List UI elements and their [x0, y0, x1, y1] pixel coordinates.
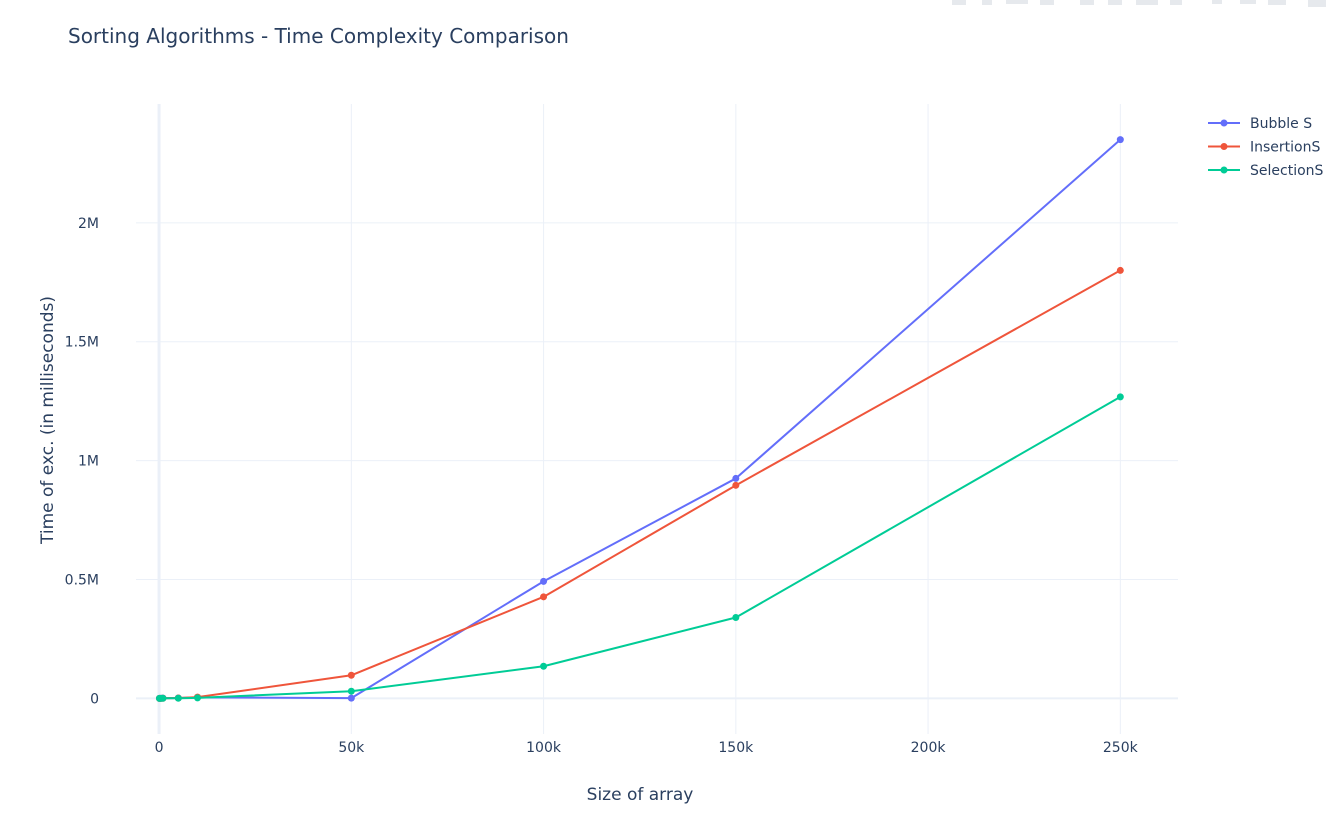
y-tick-label: 1M: [78, 454, 99, 470]
y-tick-label: 0.5M: [65, 572, 99, 588]
x-gridlines: [350, 104, 1121, 734]
data-point[interactable]: [347, 671, 355, 679]
series-line: [159, 396, 1121, 700]
data-point[interactable]: [347, 694, 355, 702]
series-line: [159, 269, 1121, 700]
y-tick-label: 0: [90, 691, 99, 707]
pan-icon[interactable]: [982, 0, 992, 5]
data-point[interactable]: [194, 694, 202, 702]
reset-axes-icon[interactable]: [1170, 0, 1182, 5]
data-point[interactable]: [1116, 393, 1124, 401]
x-tick-label: 250k: [1103, 740, 1139, 756]
hover-closest-icon[interactable]: [1240, 0, 1256, 4]
x-tick-label: 200k: [911, 740, 947, 756]
zoom-in-icon[interactable]: [1080, 0, 1094, 5]
legend-swatch-marker: [1220, 119, 1228, 127]
series-selections: [155, 393, 1124, 702]
autoscale-icon[interactable]: [1136, 0, 1158, 5]
data-point[interactable]: [159, 694, 167, 702]
data-point[interactable]: [174, 694, 182, 702]
chart-title: Sorting Algorithms - Time Complexity Com…: [68, 24, 569, 48]
hover-compare-icon[interactable]: [1268, 0, 1286, 5]
legend-item[interactable]: InsertionS: [1208, 140, 1320, 156]
plotly-logo-icon[interactable]: [1308, 0, 1326, 7]
x-axis-title: Size of array: [587, 785, 694, 805]
x-tick-label: 150k: [718, 740, 754, 756]
y-tick-labels: 0 0.5M 1M 1.5M 2M: [65, 216, 99, 707]
x-tick-label: 0: [155, 740, 164, 756]
legend-item[interactable]: SelectionS: [1208, 163, 1324, 179]
data-point[interactable]: [732, 614, 740, 622]
zero-lines: [136, 104, 1178, 734]
x-tick-labels: 0 50k 100k 150k 200k 250k: [155, 740, 1139, 756]
y-axis-title: Time of exc. (in milliseconds): [38, 296, 58, 545]
y-tick-label: 2M: [78, 216, 99, 232]
x-tick-label: 50k: [338, 740, 365, 756]
lasso-icon[interactable]: [1040, 0, 1054, 5]
series-bubble-s: [155, 136, 1124, 702]
legend-swatch-marker: [1220, 166, 1228, 174]
data-point[interactable]: [347, 687, 355, 695]
spike-lines-icon[interactable]: [1212, 0, 1222, 4]
data-point[interactable]: [732, 474, 740, 482]
data-point[interactable]: [1116, 136, 1124, 144]
data-point[interactable]: [732, 481, 740, 489]
legend-swatch-marker: [1220, 143, 1228, 150]
data-point[interactable]: [540, 593, 548, 601]
legend: Bubble S InsertionS SelectionS: [1208, 116, 1324, 179]
series-group: [155, 136, 1124, 702]
select-icon[interactable]: [1006, 0, 1028, 4]
data-point[interactable]: [540, 577, 548, 585]
series-line: [159, 138, 1121, 700]
legend-item[interactable]: Bubble S: [1208, 116, 1312, 132]
zoom-icon[interactable]: [952, 0, 966, 5]
data-point[interactable]: [1116, 266, 1124, 274]
legend-label: SelectionS: [1250, 163, 1324, 179]
series-insertions: [155, 266, 1124, 702]
modebar: [952, 0, 1326, 7]
legend-label: Bubble S: [1250, 116, 1312, 132]
y-tick-label: 1.5M: [65, 335, 99, 351]
zoom-out-icon[interactable]: [1108, 0, 1122, 5]
x-tick-label: 100k: [526, 740, 562, 756]
data-point[interactable]: [540, 662, 548, 670]
legend-label: InsertionS: [1250, 140, 1320, 156]
y-gridlines: [136, 222, 1178, 580]
